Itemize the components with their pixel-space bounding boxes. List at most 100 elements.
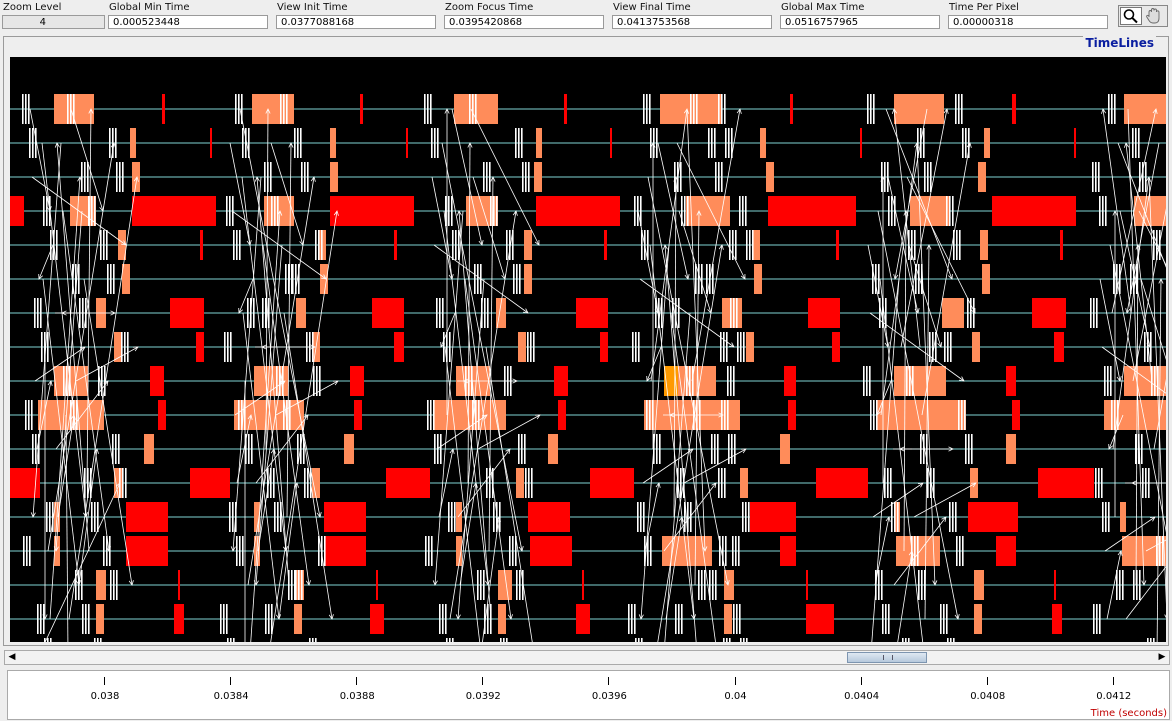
event-mark bbox=[722, 536, 724, 566]
horizontal-scrollbar[interactable]: ◀ ▶ bbox=[4, 650, 1170, 665]
message-arrowhead bbox=[490, 176, 496, 182]
pan-tool-button[interactable] bbox=[1144, 7, 1166, 25]
event-mark bbox=[1093, 298, 1095, 328]
message-arrow bbox=[893, 516, 947, 586]
event-mark bbox=[929, 332, 931, 362]
event-mark bbox=[1156, 536, 1158, 566]
state-block bbox=[724, 604, 732, 634]
timeline-canvas[interactable] bbox=[10, 57, 1172, 668]
state-block bbox=[524, 264, 532, 294]
state-block bbox=[434, 400, 506, 430]
event-mark bbox=[752, 230, 754, 260]
event-mark bbox=[680, 468, 682, 498]
event-mark bbox=[29, 536, 31, 566]
event-mark bbox=[452, 230, 454, 260]
message-arrow bbox=[1112, 176, 1150, 450]
message-arrow bbox=[236, 414, 252, 484]
message-arrowhead bbox=[507, 614, 513, 620]
event-mark bbox=[887, 162, 889, 192]
event-mark bbox=[94, 196, 96, 226]
message-arrow bbox=[676, 142, 746, 280]
wait-block bbox=[394, 332, 404, 362]
message-arrowhead bbox=[932, 580, 938, 586]
event-mark bbox=[226, 604, 228, 634]
view-final-time-value: 0.0413753568 bbox=[612, 15, 772, 29]
state-block bbox=[974, 570, 984, 600]
wait-block bbox=[750, 502, 796, 532]
axis-tick-label: 0.0412 bbox=[1096, 691, 1132, 702]
event-mark bbox=[718, 468, 720, 498]
message-arrowhead bbox=[512, 378, 518, 384]
message-arrowhead bbox=[333, 210, 339, 216]
message-arrowhead bbox=[88, 108, 94, 114]
event-mark bbox=[643, 94, 645, 124]
wait-block bbox=[170, 298, 204, 328]
event-mark bbox=[319, 366, 321, 396]
message-arrowhead bbox=[132, 346, 139, 352]
event-mark bbox=[927, 162, 929, 192]
message-arrowhead bbox=[1117, 550, 1123, 556]
message-arrowhead bbox=[1152, 108, 1158, 114]
message-arrowhead bbox=[1108, 443, 1113, 450]
axis-tick bbox=[608, 677, 610, 685]
message-arrowhead bbox=[1125, 308, 1131, 314]
event-mark bbox=[94, 638, 96, 668]
message-arrowhead bbox=[959, 376, 965, 382]
event-mark bbox=[875, 264, 877, 294]
event-mark bbox=[968, 434, 970, 464]
event-mark bbox=[906, 366, 908, 396]
event-mark bbox=[496, 196, 498, 226]
event-mark bbox=[116, 570, 118, 600]
event-mark bbox=[961, 94, 963, 124]
message-arrowhead bbox=[133, 176, 139, 182]
event-mark bbox=[522, 162, 524, 192]
event-mark bbox=[693, 94, 695, 124]
message-arrowhead bbox=[54, 142, 60, 148]
event-mark bbox=[628, 604, 630, 634]
stats-bar: Zoom Level 4 Global Min Time 0.000523448… bbox=[0, 0, 1115, 32]
event-mark bbox=[959, 230, 961, 260]
event-mark bbox=[728, 128, 730, 158]
event-mark bbox=[294, 570, 296, 600]
message-arrowhead bbox=[455, 614, 461, 620]
state-block bbox=[978, 162, 986, 192]
event-mark bbox=[519, 264, 521, 294]
message-arrow bbox=[41, 142, 87, 518]
event-mark bbox=[924, 570, 926, 600]
message-arrowhead bbox=[736, 108, 742, 114]
message-arrowhead bbox=[321, 274, 327, 280]
event-mark bbox=[230, 332, 232, 362]
message-arrowhead bbox=[128, 580, 134, 586]
event-mark bbox=[533, 332, 535, 362]
event-mark bbox=[940, 604, 942, 634]
event-mark bbox=[944, 332, 946, 362]
event-mark bbox=[274, 502, 276, 532]
wait-block bbox=[768, 196, 856, 226]
scroll-left-button[interactable]: ◀ bbox=[5, 651, 19, 664]
message-arrow bbox=[916, 142, 936, 586]
zoom-tool-button[interactable] bbox=[1120, 7, 1142, 25]
message-arrowhead bbox=[1158, 278, 1164, 284]
message-arrow bbox=[642, 448, 694, 484]
message-arrow bbox=[657, 142, 689, 280]
event-mark bbox=[493, 502, 495, 532]
global-max-time-value: 0.0516757965 bbox=[780, 15, 940, 29]
event-mark bbox=[524, 434, 526, 464]
event-mark bbox=[451, 502, 453, 532]
event-mark bbox=[23, 536, 25, 566]
event-mark bbox=[748, 502, 750, 532]
event-mark bbox=[946, 604, 948, 634]
event-mark bbox=[731, 128, 733, 158]
message-arrowhead bbox=[941, 516, 947, 522]
wait-block bbox=[860, 128, 862, 158]
event-mark bbox=[458, 230, 460, 260]
scroll-right-button[interactable]: ▶ bbox=[1155, 651, 1169, 664]
event-mark bbox=[956, 230, 958, 260]
message-arrow bbox=[249, 210, 281, 654]
message-arrowhead bbox=[702, 546, 708, 552]
event-mark bbox=[34, 298, 36, 328]
message-arrow bbox=[36, 380, 52, 450]
event-mark bbox=[316, 366, 318, 396]
wait-block bbox=[806, 570, 808, 600]
scrollbar-thumb[interactable] bbox=[847, 652, 927, 663]
